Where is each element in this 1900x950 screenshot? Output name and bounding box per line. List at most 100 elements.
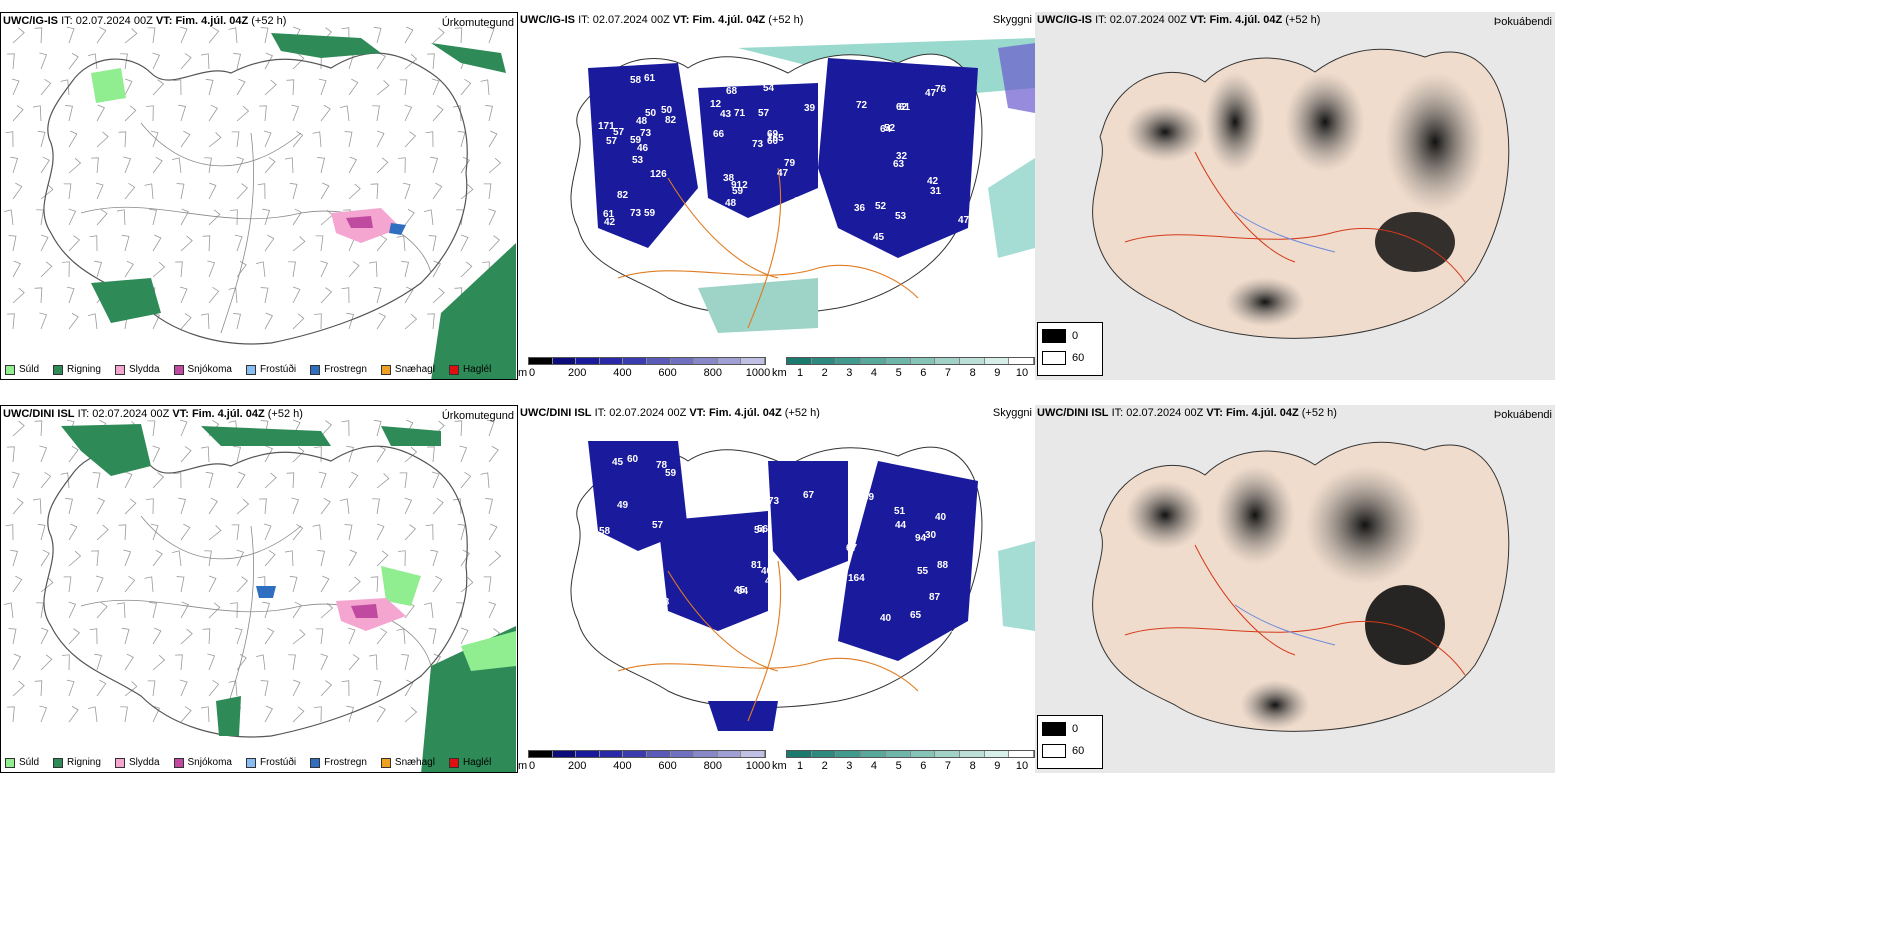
cloud-bar-strip bbox=[528, 750, 766, 758]
wind-barb bbox=[40, 234, 49, 252]
wind-barb bbox=[117, 602, 126, 619]
wind-barb bbox=[68, 445, 79, 463]
cloud-base-label: 67 bbox=[803, 490, 815, 501]
cloud-base-label: 49 bbox=[754, 478, 766, 489]
rain-area bbox=[381, 426, 441, 446]
it-label: IT: bbox=[61, 15, 73, 27]
wind-barb bbox=[370, 183, 379, 200]
wind-barb bbox=[453, 105, 462, 122]
colorbar-segment bbox=[861, 751, 886, 757]
precip-legend-item: Slydda bbox=[114, 757, 160, 768]
colorbar-segment bbox=[811, 751, 837, 757]
wind-barb bbox=[286, 472, 295, 489]
wind-barb bbox=[348, 261, 360, 278]
vt-value: Fim. 4.júl. 04Z bbox=[692, 14, 766, 26]
it-value: 02.07.2024 00Z bbox=[1126, 407, 1204, 419]
colorbar-segment bbox=[836, 358, 862, 364]
wind-barb bbox=[89, 235, 98, 252]
wind-barb bbox=[96, 209, 108, 226]
cloud-base-label: 10 bbox=[850, 238, 862, 249]
cloud-base-label: 66 bbox=[713, 129, 725, 140]
panel-header: UWC/DINI ISL IT: 02.07.2024 00Z VT: Fim.… bbox=[1037, 407, 1337, 419]
colorbar-segment bbox=[984, 751, 1010, 757]
wind-barb bbox=[176, 183, 185, 200]
cloud-base-label: 61 bbox=[644, 73, 656, 84]
cloud-base-label: 60 bbox=[767, 136, 779, 147]
wind-barb bbox=[292, 208, 302, 226]
cloud-base-label: 64 bbox=[880, 124, 892, 135]
wind-barb bbox=[62, 261, 70, 278]
wind-barb bbox=[460, 156, 470, 174]
rain-area bbox=[216, 696, 241, 736]
colorbar-segment bbox=[552, 751, 577, 757]
wind-barb bbox=[118, 524, 127, 541]
wind-barb bbox=[285, 550, 294, 567]
wind-barb bbox=[208, 104, 218, 122]
precip-legend-label: Frostregn bbox=[324, 364, 367, 375]
wind-barb bbox=[431, 78, 440, 96]
wind-barb bbox=[404, 706, 418, 723]
wind-barb bbox=[320, 497, 331, 515]
precip-map bbox=[4, 26, 516, 379]
fog-panel-row2: UWC/DINI ISL IT: 02.07.2024 00Z VT: Fim.… bbox=[1035, 405, 1555, 773]
wind-barb bbox=[12, 653, 22, 671]
low-cloud-area bbox=[708, 701, 778, 731]
cloud-base-label: 59 bbox=[665, 468, 677, 479]
wind-barb bbox=[432, 105, 444, 122]
wind-barb bbox=[39, 705, 48, 723]
wind-barb bbox=[118, 131, 127, 148]
cloud-base-label: 32 bbox=[896, 151, 908, 162]
precip-legend-item: Haglél bbox=[448, 757, 491, 768]
wind-barb bbox=[12, 680, 25, 697]
wind-barb bbox=[96, 679, 107, 697]
wind-barb bbox=[12, 575, 23, 593]
rain-area bbox=[91, 278, 161, 323]
cloud-bar-unit: m bbox=[518, 367, 528, 379]
low-visibility-area bbox=[998, 43, 1035, 113]
wind-barb bbox=[236, 576, 249, 593]
precip-legend-swatch bbox=[448, 757, 459, 768]
wind-barb bbox=[207, 260, 216, 278]
roads bbox=[617, 560, 919, 722]
wind-barb bbox=[40, 654, 53, 671]
wind-barb bbox=[404, 679, 414, 697]
wind-barb bbox=[398, 157, 406, 174]
vt-label: VT: bbox=[672, 14, 690, 26]
wind-barb bbox=[152, 472, 165, 489]
colorbar-segment bbox=[741, 358, 765, 364]
wind-barb bbox=[456, 209, 464, 226]
snow-area bbox=[346, 216, 373, 228]
wind-barb bbox=[314, 313, 322, 330]
wind-barb bbox=[376, 235, 388, 252]
fog-map bbox=[1092, 441, 1510, 732]
wind-barb bbox=[91, 550, 99, 567]
colorbar-segment bbox=[646, 358, 671, 364]
cloud-base-label: 71 bbox=[734, 108, 746, 119]
it-label: IT: bbox=[77, 408, 90, 420]
wind-barb bbox=[292, 601, 302, 619]
wind-barb bbox=[68, 52, 79, 70]
wind-barb bbox=[424, 209, 434, 226]
wind-barb bbox=[320, 209, 334, 226]
wind-barb bbox=[124, 471, 133, 489]
wind-barbs bbox=[4, 26, 502, 330]
wind-barb bbox=[424, 602, 434, 619]
wind-barb bbox=[147, 27, 156, 44]
wind-barb bbox=[37, 130, 46, 148]
wind-barb bbox=[12, 27, 25, 44]
panel-header: UWC/IG-IS IT: 02.07.2024 00Z VT: Fim. 4.… bbox=[520, 14, 803, 26]
wind-barb bbox=[263, 523, 272, 541]
fog-area bbox=[1240, 680, 1310, 730]
wind-barb bbox=[456, 602, 464, 619]
wind-barb bbox=[95, 575, 104, 593]
vis-bar-unit: km bbox=[772, 367, 787, 379]
wind-barb bbox=[152, 79, 165, 96]
colorbar-segment bbox=[670, 358, 695, 364]
fog-area bbox=[1225, 277, 1305, 327]
cloud-base-label: 79 bbox=[784, 158, 796, 169]
wind-barb bbox=[264, 627, 275, 645]
precip-legend-item: Snjókoma bbox=[173, 757, 232, 768]
wind-barb bbox=[264, 52, 274, 70]
wind-barb bbox=[264, 234, 275, 252]
colorbar-tick-label: 2 bbox=[821, 760, 828, 772]
